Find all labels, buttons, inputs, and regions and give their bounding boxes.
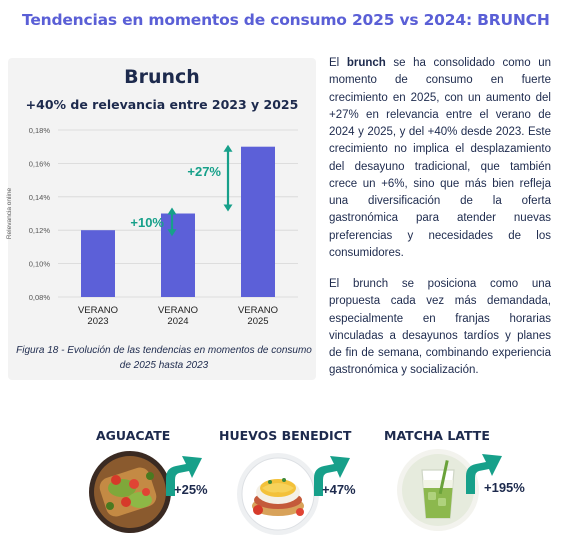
annotation-arrow-1-head-down [167, 229, 177, 237]
product-strip: AGUACATE +25% HUEVOS BENEDICT [0, 428, 567, 559]
p1-lead: El [329, 57, 347, 69]
product-change: +47% [322, 482, 356, 497]
chart-subtitle: +40% de relevancia entre 2023 y 2025 [25, 97, 299, 112]
chart-title: Brunch [124, 66, 200, 88]
annotation-arrow-2-head-down [223, 204, 233, 212]
p1-bold-term: brunch [346, 57, 386, 69]
product-change: +195% [484, 480, 525, 495]
matcha-latte-photo [397, 449, 479, 531]
eggs-benedict-photo [237, 453, 319, 535]
y-tick-label: 0,10% [29, 260, 51, 269]
y-tick-label: 0,12% [29, 226, 51, 235]
annotation-arrow-1-head-up [167, 207, 177, 215]
body-text: El brunch se ha consolidado como un mome… [329, 55, 551, 394]
p1-body: se ha consolidado como un momento de con… [329, 57, 551, 259]
product-change: +25% [174, 482, 208, 497]
product-name: MATCHA LATTE [384, 428, 490, 443]
bar [81, 230, 115, 297]
product-name: HUEVOS BENEDICT [219, 428, 352, 443]
x-tick-label: VERANO [78, 305, 118, 316]
y-axis-label: Relevancia online [6, 187, 13, 239]
figure-caption: Figura 18 - Evolución de las tendencias … [16, 345, 312, 371]
product-name: AGUACATE [96, 428, 171, 443]
growth-arrow-icon [314, 456, 350, 496]
product-matcha-latte: MATCHA LATTE +195% [380, 428, 567, 559]
y-tick-label: 0,16% [29, 159, 51, 168]
avocado-toast-photo [89, 451, 171, 533]
paragraph-1: El brunch se ha consolidado como un mome… [329, 55, 551, 262]
x-tick-label: 2023 [87, 316, 108, 327]
page-title: Tendencias en momentos de consumo 2025 v… [22, 11, 550, 29]
paragraph-2: El brunch se posiciona como una propuest… [329, 278, 551, 377]
y-tick-label: 0,18% [29, 126, 51, 135]
product-aguacate: AGUACATE +25% [0, 428, 208, 559]
y-tick-label: 0,08% [29, 293, 51, 302]
annotation-arrow-2-head-up [223, 144, 233, 152]
product-huevos-benedict: HUEVOS BENEDICT +47% [200, 428, 380, 559]
x-tick-label: 2024 [167, 316, 188, 327]
growth-arrow-icon [466, 454, 502, 494]
y-tick-label: 0,14% [29, 193, 51, 202]
bar [241, 146, 275, 297]
growth-arrow-icon [166, 456, 202, 496]
x-tick-label: VERANO [158, 305, 198, 316]
x-tick-label: 2025 [247, 316, 268, 327]
x-tick-label: VERANO [238, 305, 278, 316]
annotation-label: +10% [130, 215, 164, 230]
bar [161, 213, 195, 297]
annotation-label: +27% [187, 164, 221, 179]
